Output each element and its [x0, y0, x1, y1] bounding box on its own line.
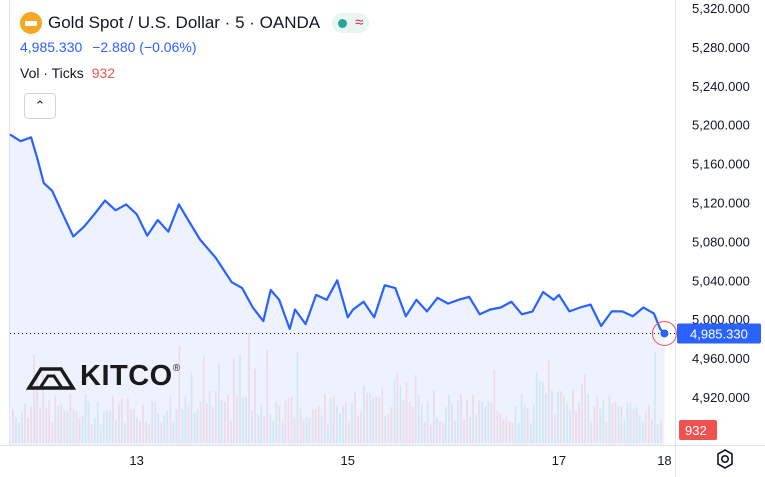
data-wave-icon: ≈ [355, 14, 364, 31]
y-tick-label: 5,200.000 [692, 118, 750, 133]
kitco-logo-icon [26, 366, 76, 390]
x-tick-label: 18 [657, 453, 671, 468]
collapse-legend-button[interactable]: ⌃ [24, 93, 56, 119]
symbol-title[interactable]: Gold Spot / U.S. Dollar · 5 · OANDA [48, 13, 321, 32]
last-price: 4,985.330 [20, 39, 83, 55]
volume-label: Vol · Ticks [20, 65, 84, 81]
price-tag-bg [677, 323, 761, 344]
kitco-wordmark: KITCO [80, 360, 173, 392]
y-tick-label: 5,280.000 [692, 40, 750, 55]
volume-legend[interactable]: Vol · Ticks 932 [20, 65, 115, 81]
last-point-dot [660, 329, 669, 338]
x-tick-label: 17 [552, 453, 566, 468]
y-tick-label: 5,160.000 [692, 157, 750, 172]
x-tick-label: 13 [129, 453, 143, 468]
last-point-ring [651, 320, 677, 346]
symbol-header: Gold Spot / U.S. Dollar · 5 · OANDA ≈ [20, 10, 370, 36]
chevron-up-icon: ⌃ [34, 98, 46, 113]
chart-settings-icon[interactable] [714, 448, 736, 470]
price-row: 4,985.330 −2.880 (−0.06%) [20, 39, 196, 55]
price-tag-label: 4,985.330 [690, 326, 748, 341]
price-change: −2.880 (−0.06%) [92, 39, 197, 55]
x-tick-label: 15 [341, 453, 355, 468]
kitco-watermark: KITCO ® [26, 360, 180, 393]
y-tick-label: 5,040.000 [692, 273, 750, 288]
y-tick-label: 4,960.000 [692, 351, 750, 366]
kitco-registered-mark: ® [172, 363, 181, 374]
gold-symbol-icon [20, 12, 42, 34]
y-tick-label: 5,000.000 [692, 312, 750, 327]
volume-tag-label: 932 [685, 423, 707, 438]
y-tick-label: 5,080.000 [692, 234, 750, 249]
market-open-dot-icon [338, 18, 348, 28]
volume-value: 932 [91, 65, 116, 81]
market-status-badge[interactable]: ≈ [332, 13, 370, 33]
price-line[interactable] [9, 133, 666, 335]
price-area-fill [10, 134, 665, 445]
volume-tag-bg [679, 420, 717, 440]
y-tick-label: 5,120.000 [692, 196, 750, 211]
y-tick-label: 4,920.000 [692, 390, 750, 405]
y-tick-label: 5,240.000 [692, 79, 750, 94]
y-tick-label: 5,320.000 [692, 1, 750, 16]
